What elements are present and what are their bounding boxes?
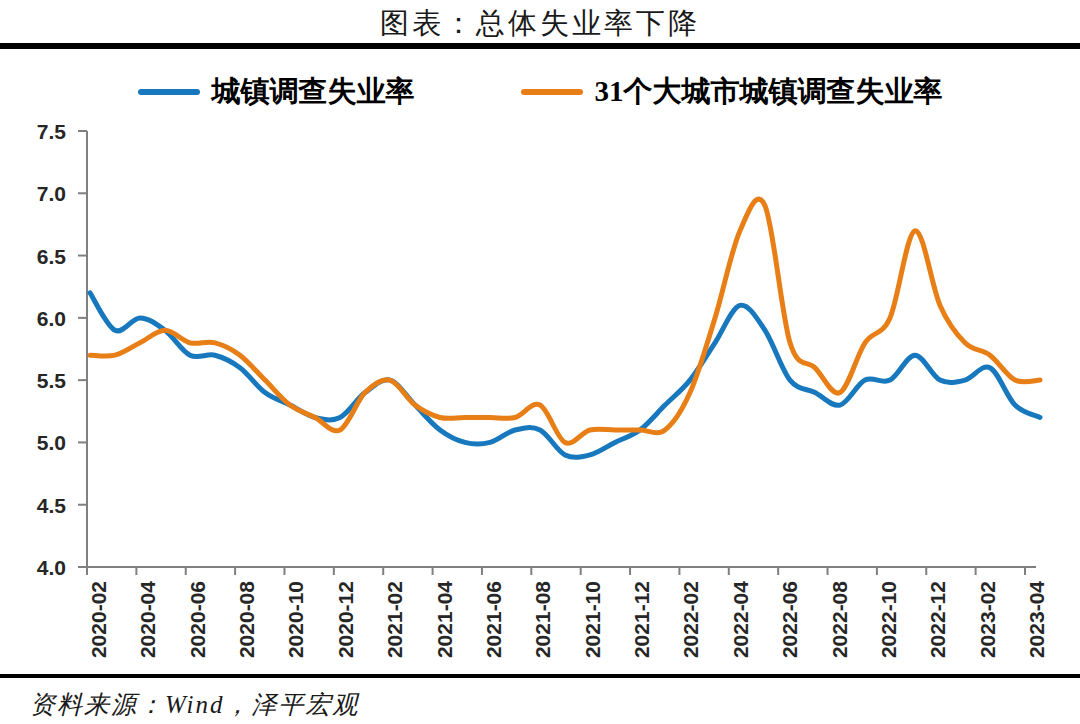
x-axis-ticks: 2020-02 2020-04 2020-06 2020-08 2020-10 2020-… xyxy=(87,567,1048,658)
series-line-31cities xyxy=(90,199,1040,443)
x-tick-label: 2021-06 xyxy=(482,581,505,658)
x-tick-label: 2021-12 xyxy=(630,581,653,658)
x-tick-label: 2021-08 xyxy=(531,581,554,658)
series-line-urban xyxy=(90,293,1040,457)
x-tick-label: 2020-02 xyxy=(87,581,110,658)
x-tick-label: 2021-10 xyxy=(581,581,604,658)
x-tick-label: 2022-08 xyxy=(828,581,851,658)
x-tick-label: 2020-06 xyxy=(186,581,209,658)
x-tick-label: 2022-12 xyxy=(926,581,949,658)
y-tick-label: 6.0 xyxy=(37,307,66,330)
x-tick-label: 2022-02 xyxy=(679,581,702,658)
unemployment-line-chart: 4.04.55.05.56.06.57.07.52020-022020-0420… xyxy=(0,0,1080,724)
y-tick-label: 7.5 xyxy=(37,120,67,143)
x-tick-label: 2023-04 xyxy=(1025,581,1048,658)
x-tick-label: 2022-06 xyxy=(778,581,801,658)
y-axis-ticks: 4.0 4.5 5.0 5.5 6.0 6.5 7.0 7.5 xyxy=(37,120,87,579)
x-tick-label: 2020-12 xyxy=(334,581,357,658)
y-tick-label: 6.5 xyxy=(37,245,67,268)
x-tick-label: 2023-02 xyxy=(976,581,999,658)
y-tick-label: 4.0 xyxy=(37,556,66,579)
x-tick-label: 2020-10 xyxy=(284,581,307,658)
y-tick-label: 4.5 xyxy=(37,494,67,517)
y-tick-label: 7.0 xyxy=(37,182,66,205)
x-tick-label: 2022-10 xyxy=(877,581,900,658)
y-tick-label: 5.5 xyxy=(37,369,67,392)
x-tick-label: 2020-04 xyxy=(136,581,159,658)
bottom-divider xyxy=(0,674,1080,678)
x-tick-label: 2021-04 xyxy=(433,581,456,658)
y-tick-label: 5.0 xyxy=(37,431,66,454)
x-tick-label: 2022-04 xyxy=(729,581,752,658)
x-tick-label: 2021-02 xyxy=(383,581,406,658)
data-source-note: 资料来源：Wind，泽平宏观 xyxy=(30,688,359,721)
x-tick-label: 2020-08 xyxy=(235,581,258,658)
